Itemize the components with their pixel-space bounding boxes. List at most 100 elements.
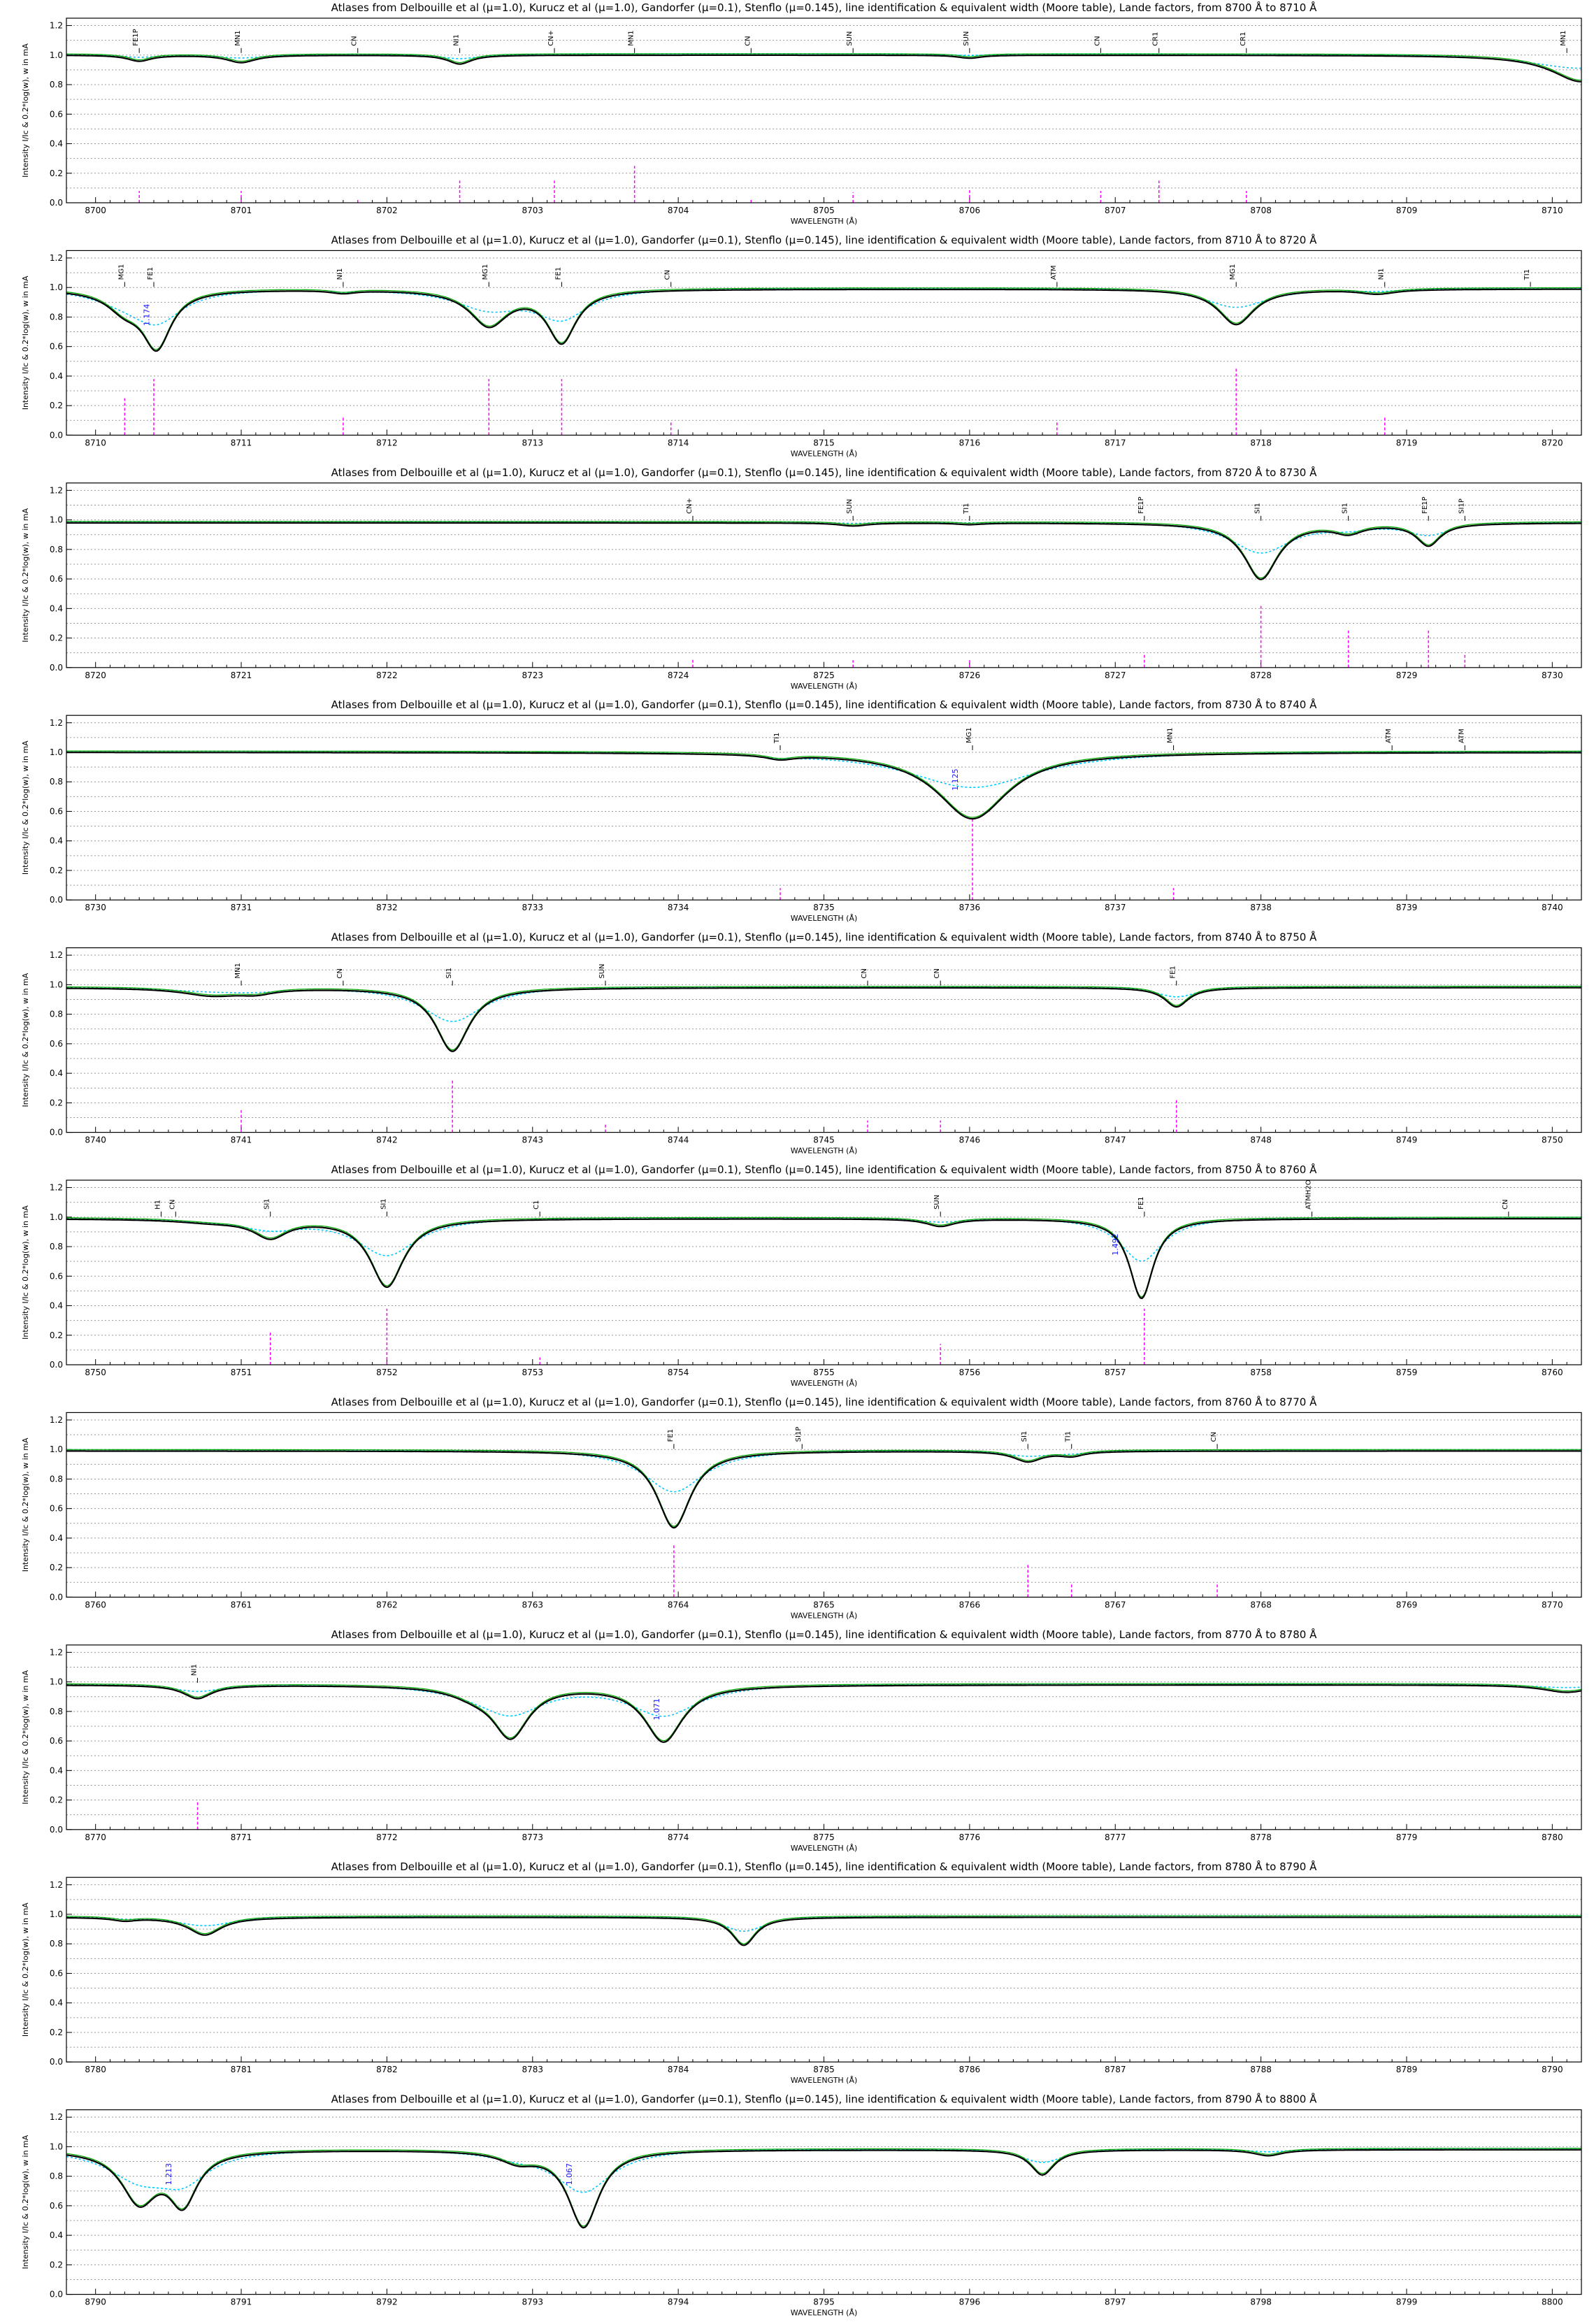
- x-axis-label: WAVELENGTH (Å): [791, 1147, 858, 1156]
- x-tick-label: 8765: [813, 1600, 835, 1609]
- x-tick-label: 8751: [231, 1368, 252, 1377]
- x-axis-label: WAVELENGTH (Å): [791, 1611, 858, 1620]
- line-id-label: CN+: [686, 498, 694, 514]
- x-tick-label: 8715: [813, 438, 835, 447]
- x-tick-label: 8757: [1105, 1368, 1126, 1377]
- plot-frame: [66, 947, 1582, 1133]
- panel-3: Atlases from Delbouille et al (μ=1.0), K…: [21, 466, 1582, 691]
- gandorfer-spectrum: [66, 287, 1581, 326]
- y-tick-label: 0.4: [50, 1068, 63, 1078]
- panel-title: Atlases from Delbouille et al (μ=1.0), K…: [331, 1628, 1317, 1641]
- line-id-label: CN: [168, 1199, 176, 1209]
- y-tick-label: 1.0: [50, 2142, 63, 2151]
- x-tick-label: 8788: [1250, 2065, 1272, 2074]
- x-tick-label: 8713: [522, 438, 543, 447]
- line-id-label: SUN: [963, 31, 970, 46]
- y-tick-label: 0.6: [50, 1039, 63, 1049]
- line-id-label: TI1: [1065, 1431, 1072, 1442]
- y-tick-label: 0.0: [50, 430, 63, 440]
- line-id-label: SI1: [264, 1198, 271, 1210]
- x-tick-label: 8743: [522, 1135, 543, 1145]
- x-tick-label: 8790: [85, 2297, 106, 2307]
- y-tick-label: 1.0: [50, 980, 63, 989]
- lande-factor: 1.125: [951, 768, 960, 791]
- y-axis-label: Intensity I/Ic & 0.2*log(w), w in mA: [21, 508, 30, 642]
- line-id-label: CN: [861, 968, 868, 978]
- x-tick-label: 8747: [1105, 1135, 1126, 1145]
- x-tick-label: 8710: [85, 438, 106, 447]
- line-id-label: FE1P: [132, 29, 140, 45]
- x-tick-label: 8787: [1105, 2065, 1126, 2074]
- x-tick-label: 8707: [1105, 206, 1126, 215]
- line-id-label: SUN: [933, 1195, 941, 1210]
- x-tick-label: 8771: [231, 1832, 252, 1842]
- x-tick-label: 8800: [1542, 2297, 1563, 2307]
- x-tick-label: 8767: [1105, 1600, 1126, 1609]
- x-axis-label: WAVELENGTH (Å): [791, 449, 858, 458]
- lande-factor: 1.213: [164, 2163, 173, 2186]
- panel-title: Atlases from Delbouille et al (μ=1.0), K…: [331, 1163, 1317, 1176]
- x-tick-label: 8781: [231, 2065, 252, 2074]
- y-tick-label: 0.6: [50, 2201, 63, 2211]
- line-id-label: CN: [336, 968, 344, 978]
- y-tick-label: 1.0: [50, 1677, 63, 1687]
- x-tick-label: 8740: [1542, 903, 1563, 912]
- y-tick-label: 0.8: [50, 1010, 63, 1019]
- y-tick-label: 0.8: [50, 1242, 63, 1251]
- line-id-label: CR1: [1152, 32, 1160, 46]
- delbouille-spectrum: [66, 1684, 1582, 1743]
- y-tick-label: 0.4: [50, 836, 63, 846]
- x-tick-label: 8763: [522, 1600, 543, 1609]
- x-tick-label: 8778: [1250, 1832, 1272, 1842]
- x-tick-label: 8749: [1396, 1135, 1418, 1145]
- x-tick-label: 8782: [376, 2065, 398, 2074]
- x-tick-label: 8784: [668, 2065, 689, 2074]
- x-tick-label: 8710: [1542, 206, 1563, 215]
- line-id-label: CN: [744, 36, 752, 45]
- x-tick-label: 8761: [231, 1600, 252, 1609]
- line-id-label: CN: [664, 270, 672, 280]
- x-tick-label: 8724: [668, 670, 689, 680]
- line-id-label: ATM: [1050, 265, 1058, 280]
- y-tick-label: 0.0: [50, 663, 63, 673]
- y-tick-label: 0.8: [50, 80, 63, 89]
- line-id-label: NI1: [191, 1664, 199, 1676]
- x-tick-label: 8780: [85, 2065, 106, 2074]
- x-tick-label: 8730: [85, 903, 106, 912]
- plot-frame: [66, 715, 1582, 901]
- x-tick-label: 8756: [959, 1368, 981, 1377]
- line-id-label: ATMH2O: [1305, 1179, 1313, 1210]
- x-tick-label: 8721: [231, 670, 252, 680]
- y-tick-label: 0.4: [50, 1765, 63, 1775]
- kurucz-spectrum: [66, 53, 1582, 81]
- panel-9: Atlases from Delbouille et al (μ=1.0), K…: [21, 1860, 1582, 2085]
- y-tick-label: 0.0: [50, 1360, 63, 1370]
- plot-frame: [66, 250, 1582, 436]
- y-tick-label: 0.0: [50, 2290, 63, 2300]
- x-tick-label: 8795: [813, 2297, 835, 2307]
- y-tick-label: 0.8: [50, 1939, 63, 1949]
- plot-frame: [66, 1412, 1582, 1598]
- y-tick-label: 0.4: [50, 1301, 63, 1311]
- panel-1: Atlases from Delbouille et al (μ=1.0), K…: [21, 1, 1582, 226]
- y-tick-label: 1.2: [50, 253, 63, 263]
- x-axis-label: WAVELENGTH (Å): [791, 682, 858, 691]
- x-tick-label: 8732: [376, 903, 398, 912]
- y-axis-label: Intensity I/Ic & 0.2*log(w), w in mA: [21, 740, 30, 875]
- plot-frame: [66, 2109, 1582, 2295]
- y-tick-label: 0.2: [50, 1795, 63, 1805]
- x-tick-label: 8762: [376, 1600, 398, 1609]
- y-tick-label: 0.6: [50, 574, 63, 584]
- x-tick-label: 8773: [522, 1832, 543, 1842]
- delbouille-spectrum: [66, 288, 1582, 352]
- x-tick-label: 8705: [813, 206, 835, 215]
- lande-factor: 1.492: [1111, 1233, 1120, 1256]
- x-tick-label: 8744: [668, 1135, 689, 1145]
- y-tick-label: 1.2: [50, 1880, 63, 1890]
- kurucz-spectrum: [66, 986, 1581, 1051]
- x-tick-label: 8706: [959, 206, 981, 215]
- line-id-label: FE1P: [1137, 496, 1145, 513]
- x-tick-label: 8725: [813, 670, 835, 680]
- line-id-label: MN1: [234, 963, 242, 978]
- panel-6: Atlases from Delbouille et al (μ=1.0), K…: [21, 1163, 1582, 1388]
